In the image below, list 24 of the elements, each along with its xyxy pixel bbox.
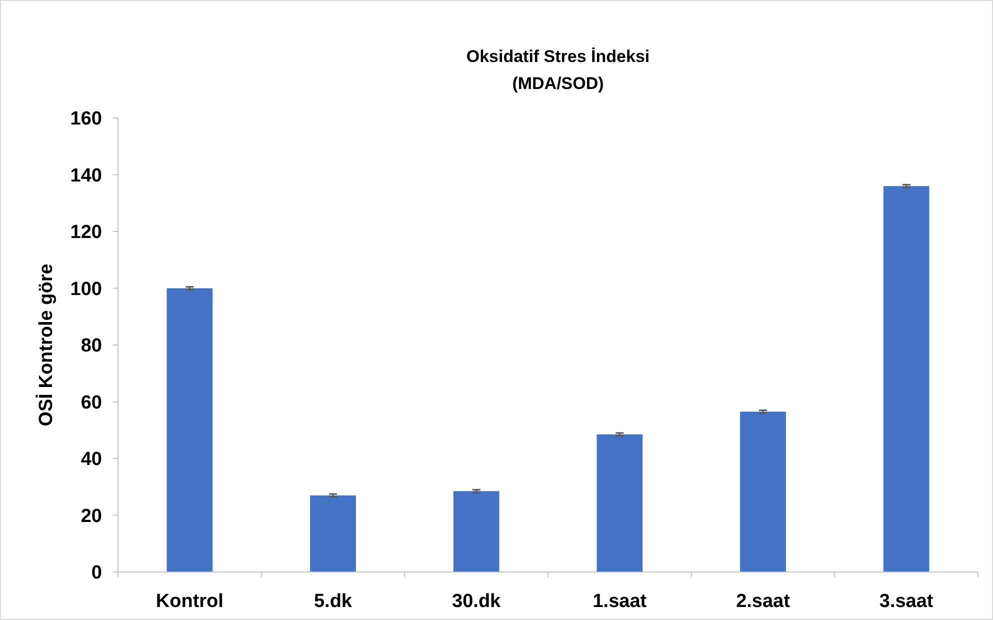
bar [453, 491, 500, 572]
x-tick-label: 5.dk [314, 591, 352, 612]
y-tick-label: 140 [70, 165, 102, 186]
x-tick-label: 1.saat [592, 591, 648, 612]
bar [883, 186, 930, 572]
bar [740, 412, 786, 572]
y-tick-label: 100 [70, 278, 102, 300]
x-tick-label: 3.saat [879, 591, 934, 612]
x-tick-label: Kontrol [156, 591, 224, 612]
y-tick-label: 80 [80, 336, 102, 357]
y-tick-label: 40 [80, 449, 102, 470]
x-tick-label: 30.dk [452, 591, 502, 612]
bar [166, 288, 213, 572]
chart-subtitle: (MDA/SOD) [512, 74, 604, 93]
y-tick-label: 0 [91, 562, 102, 584]
y-tick-label: 160 [70, 108, 102, 130]
y-tick-label: 60 [80, 392, 102, 414]
x-tick-label: 2.saat [736, 591, 791, 612]
bar [310, 495, 356, 572]
bar [596, 434, 643, 572]
chart-title: Oksidatif Stres İndeksi [466, 47, 650, 66]
y-tick-label: 120 [70, 222, 102, 244]
y-tick-label: 20 [80, 506, 102, 527]
y-axis-title: OSİ Kontrole göre [35, 264, 57, 426]
